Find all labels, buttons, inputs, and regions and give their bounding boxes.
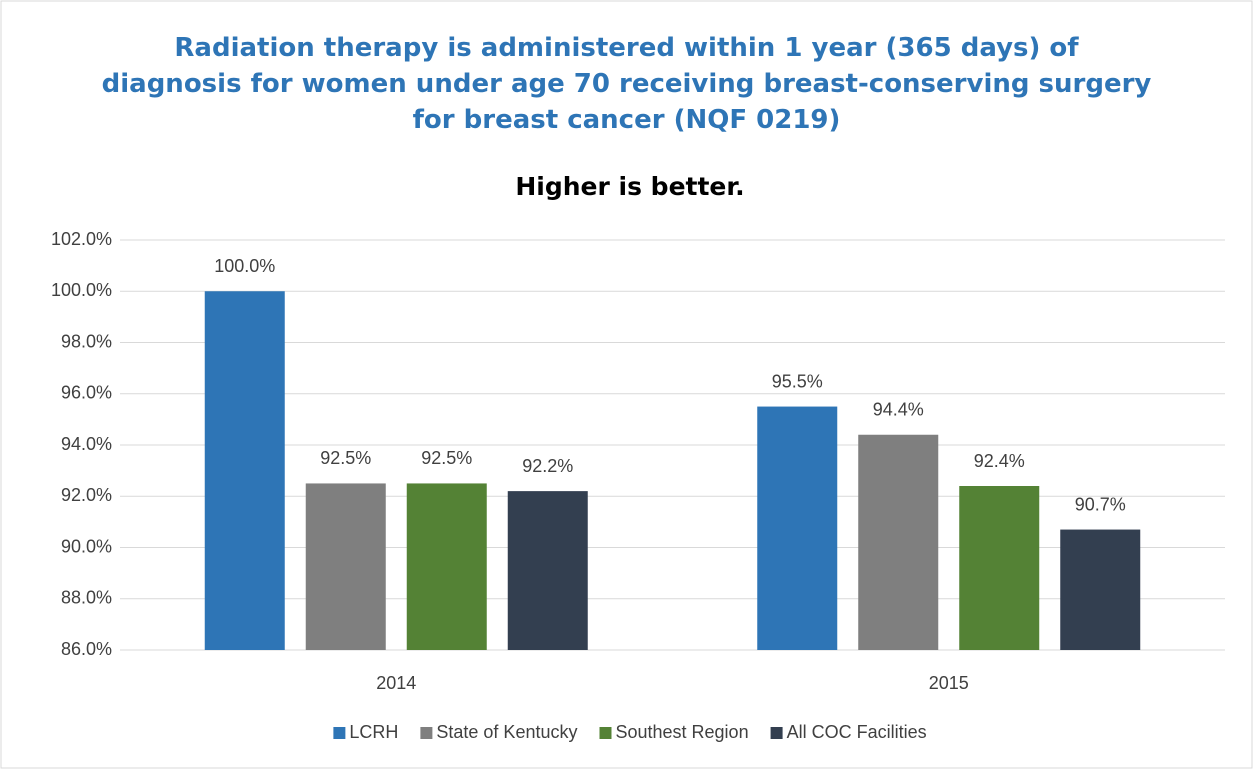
value-label: 100.0% [214, 256, 275, 276]
bar [507, 491, 588, 650]
value-label: 94.4% [873, 400, 924, 420]
legend-swatch [333, 727, 346, 739]
y-tick-label: 90.0% [61, 536, 112, 556]
legend-label: Southest Region [615, 722, 748, 742]
y-tick-label: 92.0% [61, 485, 112, 505]
bar [406, 483, 487, 650]
bar [858, 434, 939, 650]
value-label: 92.4% [974, 451, 1025, 471]
bar [959, 486, 1040, 650]
y-tick-label: 86.0% [61, 639, 112, 659]
chart-title: Radiation therapy is administered within… [101, 33, 1152, 135]
legend-label: State of Kentucky [436, 722, 577, 742]
legend-swatch [599, 727, 612, 739]
value-label: 90.7% [1075, 494, 1126, 514]
legend-label: LCRH [349, 722, 398, 742]
bar [204, 291, 285, 650]
legend-swatch [770, 727, 783, 739]
legend-label: All COC Facilities [787, 722, 927, 742]
bar [1060, 529, 1141, 650]
legend-swatch [420, 727, 433, 739]
y-tick-label: 98.0% [61, 331, 112, 351]
y-tick-label: 102.0% [51, 229, 112, 249]
y-tick-label: 94.0% [61, 434, 112, 454]
y-tick-label: 100.0% [51, 280, 112, 300]
chart-subtitle: Higher is better. [515, 172, 744, 201]
x-tick-label: 2015 [929, 673, 969, 693]
bar [305, 483, 386, 650]
value-label: 92.5% [320, 448, 371, 468]
y-tick-label: 88.0% [61, 588, 112, 608]
y-tick-label: 96.0% [61, 383, 112, 403]
value-label: 92.2% [522, 456, 573, 476]
title-box: Radiation therapy is administered within… [101, 33, 1152, 135]
bar [757, 406, 838, 650]
x-tick-label: 2014 [376, 673, 416, 693]
value-label: 95.5% [772, 371, 823, 391]
value-label: 92.5% [421, 448, 472, 468]
